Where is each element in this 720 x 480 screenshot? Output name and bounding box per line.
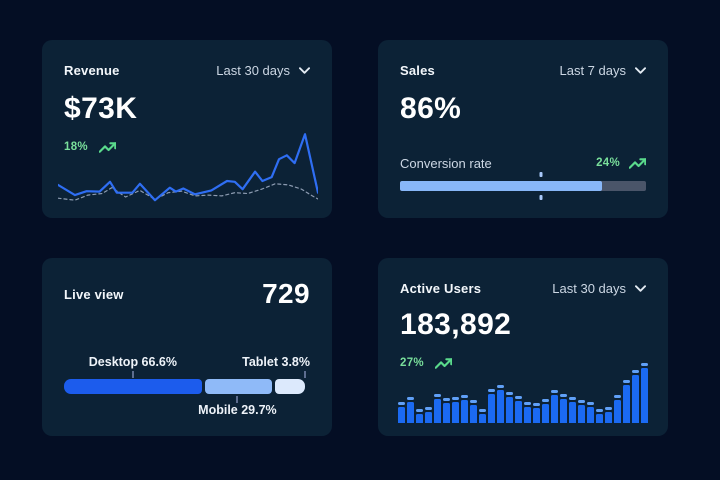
active-users-bar [641, 363, 648, 423]
active-users-range-label: Last 30 days [552, 280, 626, 296]
device-split-chart: Desktop 66.6% Tablet 3.8% Mobile 29.7% [64, 355, 310, 418]
active-users-card: Active Users Last 30 days 183,892 27% [378, 258, 668, 436]
mobile-tick [236, 396, 239, 403]
active-users-bar [479, 409, 486, 423]
revenue-range-label: Last 30 days [216, 62, 290, 78]
trending-up-icon [434, 357, 452, 369]
active-users-bar [542, 399, 549, 423]
active-users-bar [533, 403, 540, 423]
active-users-range-dropdown[interactable]: Last 30 days [552, 281, 646, 296]
conversion-progress-track [400, 181, 646, 191]
sales-delta: 24% [596, 157, 620, 169]
tablet-tick [304, 371, 307, 378]
chevron-down-icon [635, 284, 646, 292]
conversion-metric-row: Conversion rate 24% [400, 155, 646, 171]
live-view-header: Live view 729 [64, 278, 310, 310]
desktop-segment [64, 379, 203, 394]
mobile-segment [205, 379, 273, 394]
revenue-card: Revenue Last 30 days $73K 18% [42, 40, 332, 218]
revenue-value: $73K [64, 92, 138, 125]
active-users-bar [596, 409, 603, 423]
tablet-segment [275, 379, 306, 394]
revenue-delta: 18% [64, 141, 88, 153]
tablet-label: Tablet 3.8% [242, 355, 310, 369]
active-users-bar [632, 370, 639, 423]
active-users-delta: 27% [400, 357, 424, 369]
active-users-bar [497, 385, 504, 423]
revenue-range-dropdown[interactable]: Last 30 days [216, 63, 310, 78]
sales-range-label: Last 7 days [559, 62, 627, 78]
mobile-label: Mobile 29.7% [198, 403, 277, 417]
active-users-bar [461, 395, 468, 423]
active-users-bar [398, 402, 405, 423]
revenue-card-title: Revenue [64, 62, 120, 78]
active-users-bar [551, 390, 558, 423]
active-users-bar [569, 397, 576, 423]
desktop-label: Desktop 66.6% [88, 355, 177, 369]
trending-up-icon [629, 157, 646, 169]
revenue-line-chart [58, 133, 318, 202]
active-users-bar [560, 394, 567, 423]
active-users-bar [470, 400, 477, 423]
active-users-header: Active Users Last 30 days [400, 278, 646, 298]
active-users-bar [623, 380, 630, 423]
active-users-bar [416, 409, 423, 423]
active-users-bar [434, 394, 441, 423]
active-users-bar [578, 400, 585, 423]
live-view-card: Live view 729 Desktop 66.6% Tablet 3.8% … [42, 258, 332, 436]
active-users-bar [614, 395, 621, 423]
active-users-title: Active Users [400, 280, 482, 296]
conversion-progress-fill [400, 181, 602, 191]
active-users-bar [605, 407, 612, 423]
active-users-bar [407, 397, 414, 423]
active-users-bar [524, 402, 531, 423]
conversion-target-marker [539, 172, 543, 177]
live-view-value: 729 [262, 278, 310, 309]
active-users-bar [488, 389, 495, 423]
active-users-bar [506, 392, 513, 423]
device-split-bar [64, 379, 310, 394]
active-users-value: 183,892 [400, 308, 512, 341]
conversion-target-marker [539, 195, 543, 200]
revenue-delta-row: 18% [64, 140, 310, 154]
chevron-down-icon [299, 66, 310, 74]
conversion-rate-label: Conversion rate [400, 155, 492, 171]
active-users-bar [515, 396, 522, 423]
active-users-bar [587, 402, 594, 423]
sales-card-header: Sales Last 7 days [400, 60, 646, 80]
chevron-down-icon [635, 66, 646, 74]
active-users-bar [443, 398, 450, 423]
active-users-bar-chart [398, 359, 648, 423]
sales-card-title: Sales [400, 62, 435, 78]
active-users-bar [452, 397, 459, 423]
trending-up-icon [98, 141, 116, 153]
active-users-bar [425, 407, 432, 423]
revenue-card-header: Revenue Last 30 days [64, 60, 310, 80]
conversion-progress [400, 172, 646, 200]
sales-range-dropdown[interactable]: Last 7 days [559, 62, 646, 78]
live-view-title: Live view [64, 286, 124, 302]
sales-value: 86% [400, 92, 462, 125]
dashboard: Revenue Last 30 days $73K 18% Sales Last… [42, 40, 668, 436]
sales-card: Sales Last 7 days 86% Conversion rate 24… [378, 40, 668, 218]
desktop-tick [131, 371, 134, 378]
active-users-delta-row: 27% [400, 356, 646, 370]
